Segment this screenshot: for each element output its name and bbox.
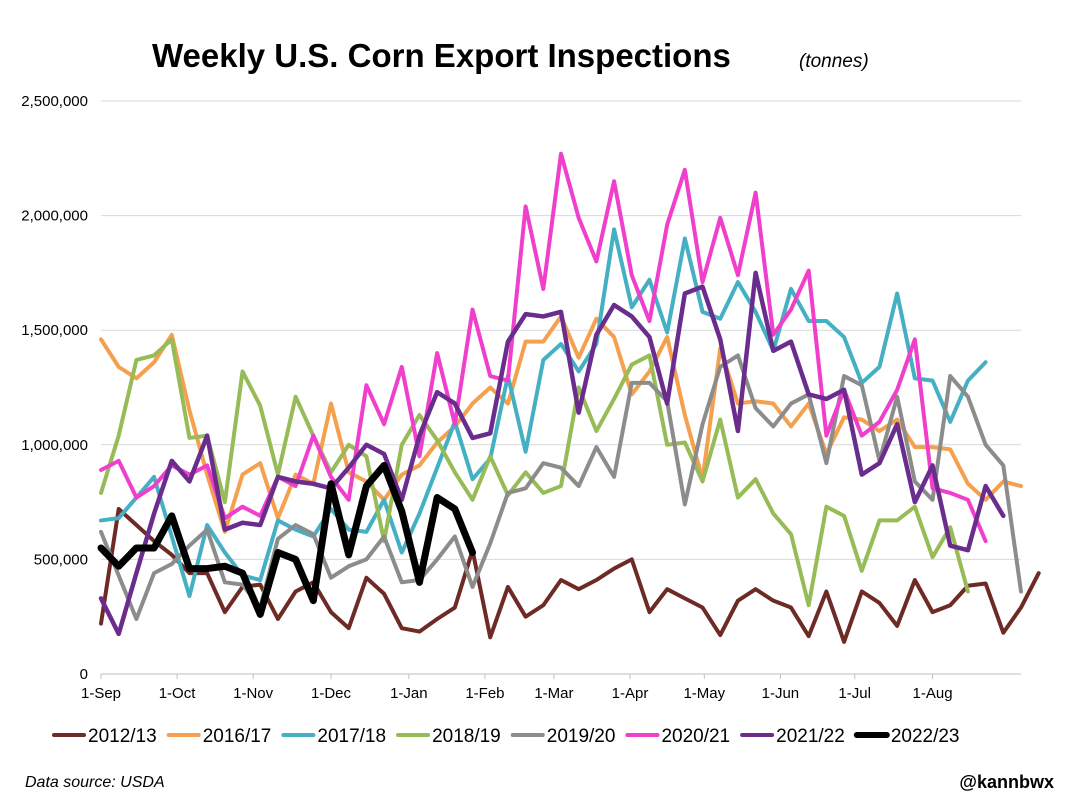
x-tick-label: 1-Feb — [465, 685, 504, 702]
legend: 2012/13 2016/17 2017/18 2018/19 2019/20 2020/… — [52, 726, 960, 747]
x-tick-label: 1-May — [683, 685, 725, 702]
legend-label: 2017/18 — [317, 726, 386, 747]
x-axis: 1-Sep 1-Oct 1-Nov 1-Dec 1-Jan 1-Feb 1-Mar 1-Apr… — [81, 673, 1021, 702]
y-tick-label: 2,500,000 — [21, 93, 88, 110]
x-tick-label: 1-Jan — [390, 685, 428, 702]
chart-title-group: Weekly U.S. Corn Export Inspections (ton… — [152, 37, 869, 74]
y-tick-label: 1,000,000 — [21, 437, 88, 454]
y-tick-label: 2,000,000 — [21, 208, 88, 225]
x-tick-label: 1-Jul — [838, 685, 871, 702]
author-handle: @kannbwx — [959, 772, 1054, 792]
chart-subtitle: (tonnes) — [799, 51, 869, 72]
series-line-2018-19 — [99, 337, 970, 608]
y-tick-label: 1,500,000 — [21, 322, 88, 339]
legend-label: 2016/17 — [203, 726, 272, 747]
series-lines — [97, 151, 1041, 644]
legend-item: 2021/22 — [740, 726, 845, 747]
series-line-2022-23 — [97, 461, 477, 618]
x-tick-label: 1-Aug — [913, 685, 953, 702]
series-line-2020-21 — [99, 151, 988, 544]
x-tick-label: 1-Apr — [612, 685, 649, 702]
legend-item: 2016/17 — [166, 726, 272, 747]
series-line-2021-22 — [98, 270, 1006, 637]
x-tick-label: 1-Jun — [762, 685, 800, 702]
legend-item: 2020/21 — [625, 726, 730, 747]
legend-label: 2019/20 — [547, 726, 616, 747]
chart-title: Weekly U.S. Corn Export Inspections — [152, 37, 731, 74]
legend-label: 2022/23 — [891, 726, 960, 747]
x-tick-label: 1-Dec — [311, 685, 352, 702]
legend-label: 2021/22 — [776, 726, 845, 747]
legend-label: 2012/13 — [88, 726, 157, 747]
x-tick-label: 1-Mar — [534, 685, 573, 702]
y-tick-label: 500,000 — [34, 551, 88, 568]
legend-item: 2012/13 — [52, 726, 157, 747]
x-tick-label: 1-Sep — [81, 685, 121, 702]
series-line-2012-13 — [99, 506, 1041, 644]
x-tick-label: 1-Nov — [233, 685, 274, 702]
series-line-2017-18 — [99, 227, 988, 599]
legend-item: 2018/19 — [396, 726, 501, 747]
y-tick-label: 0 — [80, 666, 88, 683]
legend-item: 2022/23 — [853, 726, 960, 747]
data-source-note: Data source: USDA — [25, 774, 165, 791]
y-axis: 0 500,000 1,000,000 1,500,000 2,000,000 2,500… — [21, 93, 88, 683]
legend-label: 2018/19 — [432, 726, 501, 747]
legend-item: 2017/18 — [281, 726, 386, 747]
legend-label: 2020/21 — [661, 726, 730, 747]
x-tick-label: 1-Oct — [159, 685, 197, 702]
legend-item: 2019/20 — [510, 726, 616, 747]
